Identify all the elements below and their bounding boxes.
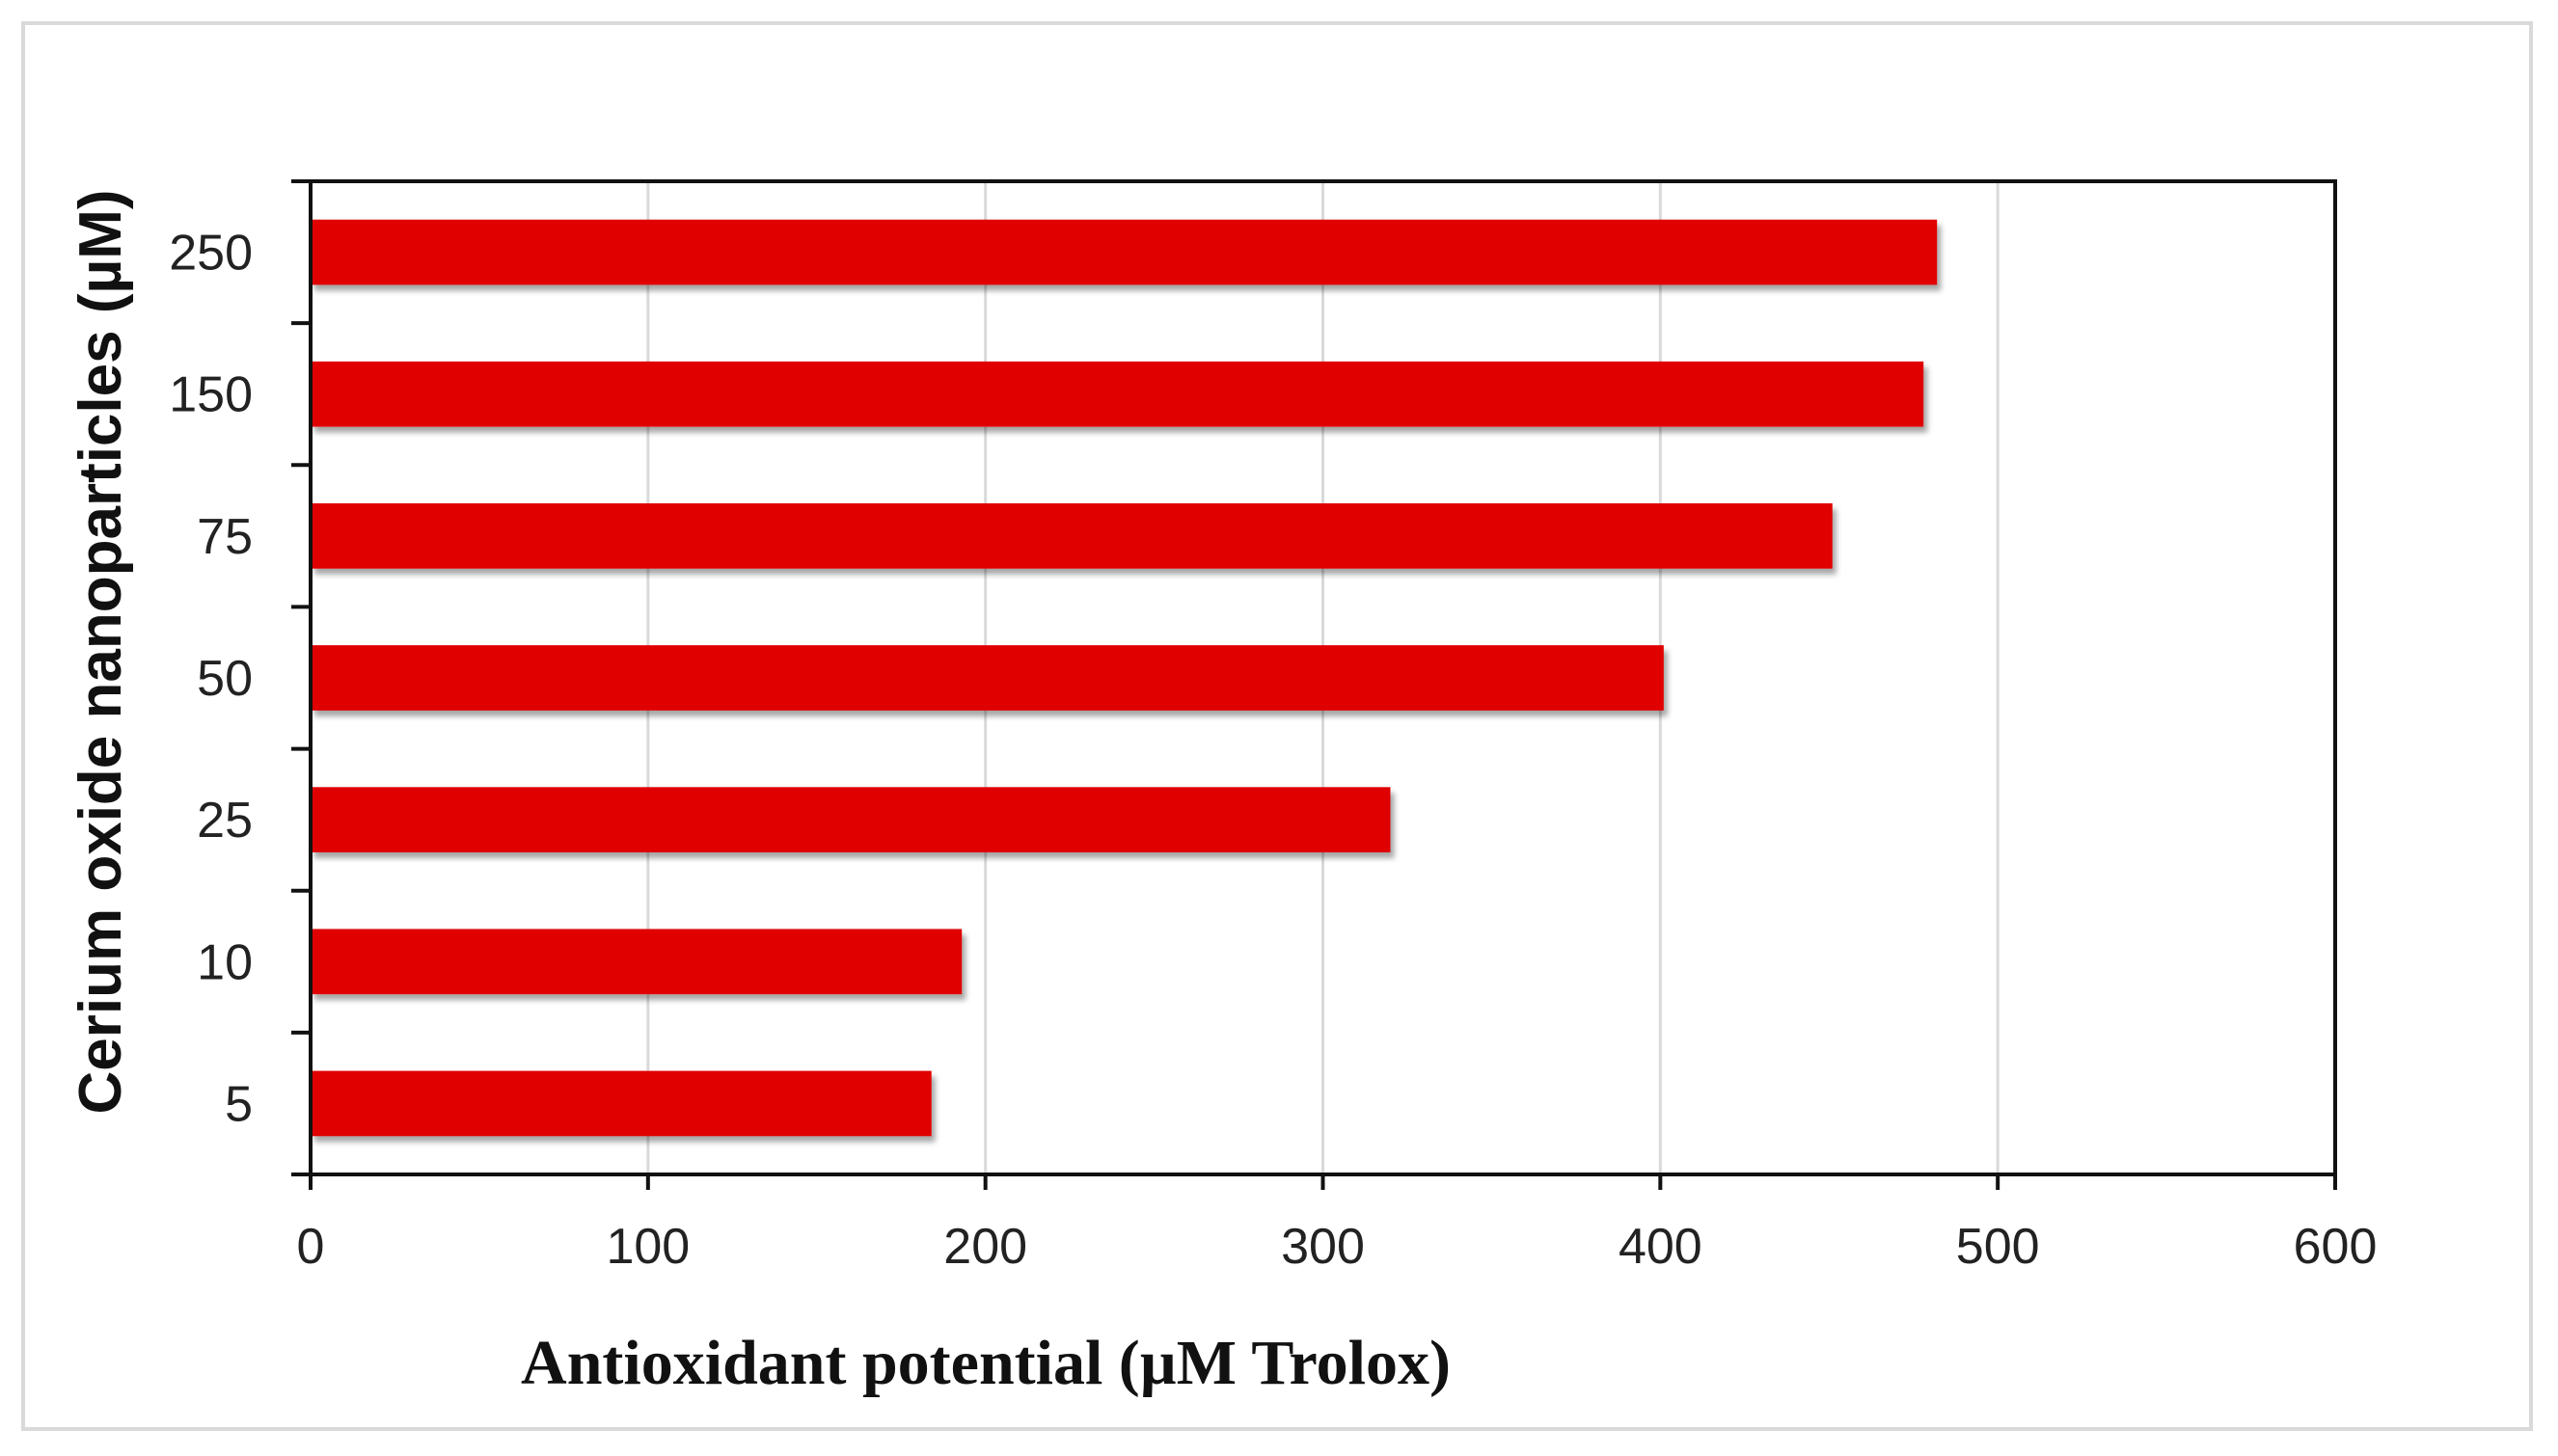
x-axis-title: Antioxidant potential (µM Trolox) xyxy=(521,1328,1451,1398)
bar-50 xyxy=(311,645,1664,711)
x-tick-label: 600 xyxy=(2294,1219,2378,1275)
plot-area-border xyxy=(309,179,2337,1176)
x-tick-label: 0 xyxy=(297,1219,325,1275)
y-tick-label: 150 xyxy=(169,367,253,423)
y-axis-title: Cerium oxide nanoparticles (µM) xyxy=(68,189,134,1114)
bar-75 xyxy=(311,503,1833,569)
bar-5 xyxy=(311,1070,932,1137)
axes xyxy=(291,179,2337,1190)
tick-labels: 0 100 200 300 400 500 600 5 10 25 50 75 150 250 xyxy=(169,226,2377,1275)
bar-25 xyxy=(311,787,1391,852)
bars xyxy=(311,219,1938,1137)
x-tick-label: 200 xyxy=(943,1219,1027,1275)
y-tick-label: 50 xyxy=(197,651,253,707)
x-tick-label: 500 xyxy=(1956,1219,2040,1275)
y-tick-label: 75 xyxy=(197,509,253,565)
bar-250 xyxy=(311,219,1938,285)
y-tick-label: 250 xyxy=(169,226,253,282)
bar-10 xyxy=(311,929,963,995)
x-tick-label: 300 xyxy=(1281,1219,1365,1275)
y-tick-label: 25 xyxy=(197,793,253,849)
x-tick-label: 400 xyxy=(1619,1219,1702,1275)
y-tick-label: 5 xyxy=(225,1076,253,1132)
x-tick-label: 100 xyxy=(606,1219,690,1275)
y-tick-label: 10 xyxy=(197,934,253,990)
bar-150 xyxy=(311,361,1924,427)
